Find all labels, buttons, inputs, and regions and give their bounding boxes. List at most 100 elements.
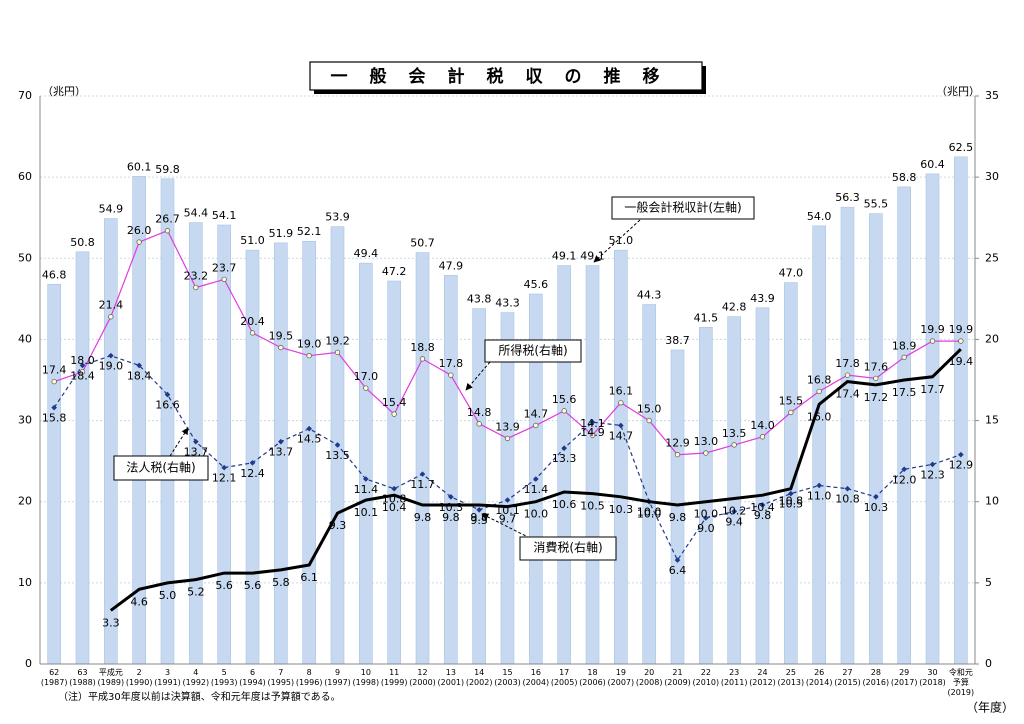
x-tick-label: 12 [417,668,428,677]
x-tick: 13 (2001) [436,668,466,688]
data-label: 10.0 [637,508,662,521]
y2-tick-label: 35 [985,89,999,102]
x-tick-year: (1997) [324,678,351,687]
callout-arrow [465,361,491,391]
data-label: 26.7 [155,213,180,226]
x-tick: 3 (1991) [153,668,183,688]
x-tick-label: 63 [77,668,88,677]
point [504,435,511,442]
point [901,354,907,360]
data-label: 10.1 [495,504,520,517]
point [306,425,312,432]
bar [840,206,855,665]
data-label: 10.3 [864,501,889,514]
point [249,330,256,336]
x-tick: 12 (2000) [408,668,438,688]
bar [642,304,656,665]
data-label: 11.7 [410,478,435,491]
data-label: 10.3 [439,501,464,514]
x-tick-label: 20 [644,668,655,677]
data-label: 13.9 [495,420,520,433]
legend-label: 一般会計税収計(左軸) [624,200,741,215]
x-tick: 5 (1993) [209,668,239,688]
legend-label: 消費税(右軸) [533,540,602,555]
x-tick: 21 (2009) [663,668,693,688]
x-tick-label: 9 [334,668,341,677]
bar-label: 54.9 [99,203,124,216]
bar [897,186,911,665]
data-label: 10.8 [779,495,804,508]
data-label: 13.7 [184,446,209,459]
x-tick: 23 (2011) [719,668,749,688]
y2-tick-label: 15 [985,414,999,427]
x-tick: 28 (2016) [861,668,891,688]
point [448,494,454,500]
data-label: 15.0 [637,403,662,416]
data-label: 12.3 [920,468,945,481]
data-label: 15.8 [42,412,67,425]
data-label: 21.4 [99,299,124,312]
y-tick-label: 20 [18,495,32,508]
bar-label: 50.8 [70,236,95,249]
point [759,434,766,440]
x-tick-label: 14 [474,668,485,677]
point [731,442,737,448]
x-tick-label: 26 [814,668,825,677]
point [589,419,596,425]
bar-label: 51.9 [269,227,294,240]
x-tick: 4 (1992) [181,668,211,688]
data-label: 17.4 [42,364,67,377]
x-tick-label: 令和元 予算 [948,668,973,687]
data-label: 19.5 [269,330,294,343]
data-label: 19.2 [325,334,350,347]
point [108,314,114,320]
data-label: 16.1 [609,385,634,398]
x-tick: 63 (1988) [68,668,98,688]
x-tick-year: (2006) [579,678,606,687]
data-label: 17.8 [835,357,860,370]
point [533,476,539,482]
x-tick: 16 (2004) [521,668,551,688]
data-label: 19.9 [949,323,974,336]
x-tick-year: (2011) [720,678,748,687]
data-label: 11.0 [807,489,832,502]
point [363,476,369,482]
point [363,385,369,391]
point [164,228,171,234]
x-tick-label: 6 [249,668,256,677]
x-tick-label: 29 [899,668,910,677]
x-tick-year: (2017) [890,678,918,687]
point [958,451,964,458]
bar [245,249,260,665]
point [504,497,511,503]
point [193,438,199,445]
bar [104,218,118,665]
bar [585,265,600,665]
x-tick-label: 16 [530,668,541,677]
point [844,372,851,378]
bar-label: 54.0 [807,210,832,223]
data-label: 14.7 [524,407,549,420]
x-tick-year: (1988) [69,678,96,687]
data-label: 9.3 [329,519,347,532]
point [759,502,766,508]
point [221,276,227,283]
data-label: 14.5 [297,433,322,446]
x-tick-year: (1990) [125,678,153,687]
y2-tick-label: 25 [985,251,999,264]
bar [614,249,628,665]
data-label: 10.0 [694,508,719,521]
point [193,284,199,291]
point [561,408,567,414]
x-tick-year: (1993) [210,678,238,687]
x-tick: 24 (2012) [748,668,778,688]
bar [47,283,61,665]
x-tick-label: 24 [757,668,768,677]
data-label: 10.5 [580,500,605,513]
point [476,507,482,513]
bar [670,349,685,665]
bar-label: 54.1 [212,209,237,222]
data-label: 17.8 [439,357,464,370]
data-label: 19.9 [920,323,945,336]
y-tick-label: 30 [18,414,32,427]
